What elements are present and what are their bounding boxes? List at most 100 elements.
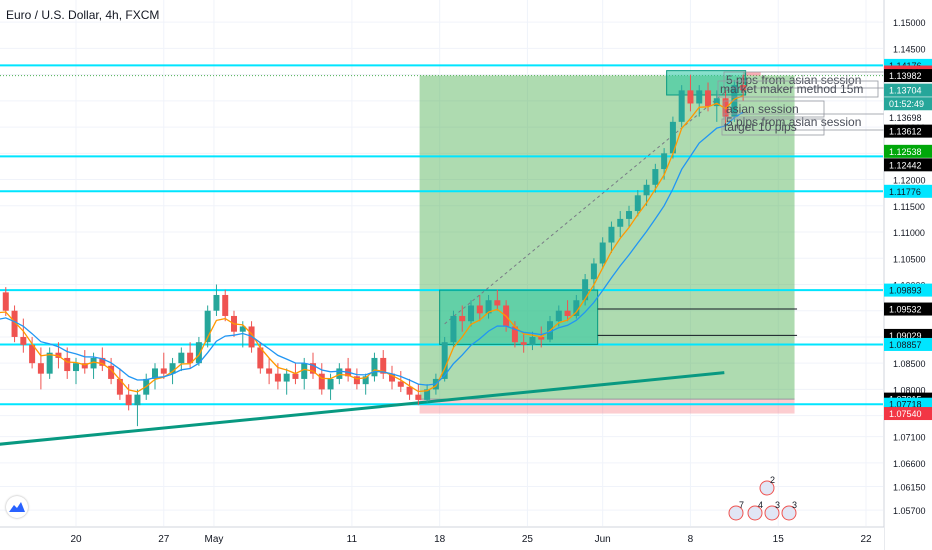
candle-body-84 xyxy=(722,98,729,117)
event-badge-count-3: 3 xyxy=(775,500,780,510)
price-tag-bg-16[interactable] xyxy=(884,407,932,421)
time-axis-bg[interactable] xyxy=(0,527,884,550)
event-badge-icon-0[interactable] xyxy=(759,480,775,496)
candle-body-38 xyxy=(318,373,325,390)
price-tag-label-3: 1.13704 xyxy=(889,86,922,96)
y-tick-label-13: 1.08500 xyxy=(893,359,926,369)
candle-body-27 xyxy=(222,294,229,316)
candle-body-40 xyxy=(336,368,343,379)
x-tick-label-6: Jun xyxy=(595,534,611,545)
horizontal-lines xyxy=(0,64,883,406)
price-tag-label-15: 1.07718 xyxy=(889,400,922,410)
price-tag-bg-2[interactable] xyxy=(884,69,932,83)
price-tag-bg-4[interactable] xyxy=(884,97,932,111)
candle-body-75 xyxy=(643,184,650,196)
candle-body-14 xyxy=(108,365,115,379)
event-badge-count-4: 3 xyxy=(792,500,797,510)
y-tick-label-7: 1.11500 xyxy=(893,202,925,212)
ema-line-1 xyxy=(0,111,744,386)
candle-body-76 xyxy=(652,169,659,185)
event-badge-icon-1[interactable] xyxy=(728,505,744,521)
y-tick-label-19: 1.05700 xyxy=(893,506,926,516)
annotation-text-2: asian session xyxy=(726,102,799,116)
event-badge-icon-2[interactable] xyxy=(747,505,763,521)
x-tick-label-4: 18 xyxy=(434,534,446,545)
candle-body-55 xyxy=(468,305,475,322)
candle-body-34 xyxy=(283,373,290,382)
y-tick-label-14: 1.08000 xyxy=(893,385,926,395)
annotation-box-2 xyxy=(723,100,825,118)
candle-body-39 xyxy=(327,378,334,390)
price-tag-bg-10[interactable] xyxy=(884,283,932,297)
loss-zone[interactable] xyxy=(419,399,795,414)
price-tag-label-9: 1.11776 xyxy=(889,187,921,197)
event-badge-icon-3[interactable] xyxy=(764,505,780,521)
candle-body-52 xyxy=(441,342,448,379)
candle-body-22 xyxy=(178,352,185,364)
annotation-box-1 xyxy=(717,80,879,98)
candle-body-65 xyxy=(555,310,562,322)
candle-body-45 xyxy=(380,357,387,374)
price-tag-bg-13[interactable] xyxy=(884,337,932,351)
candle-body-5 xyxy=(29,344,36,364)
price-tag-bg-11[interactable] xyxy=(884,302,932,316)
segments xyxy=(444,76,798,336)
candles xyxy=(2,74,747,427)
candle-body-82 xyxy=(705,90,712,107)
y-tick-label-1: 1.14500 xyxy=(893,44,926,54)
candle-body-49 xyxy=(415,394,422,400)
event-badge-icon-4[interactable] xyxy=(781,505,797,521)
price-tag-label-13: 1.08857 xyxy=(889,340,922,350)
candle-body-53 xyxy=(450,315,457,343)
y-tick-label-0: 1.15000 xyxy=(893,18,926,28)
candle-body-57 xyxy=(485,300,492,314)
y-tick-label-9: 1.10500 xyxy=(893,254,926,264)
tradingview-logo-icon[interactable] xyxy=(6,496,28,518)
event-badge-count-2: 4 xyxy=(758,500,763,510)
candle-body-29 xyxy=(239,326,246,332)
candle-body-42 xyxy=(353,376,360,385)
candle-body-69 xyxy=(590,263,597,280)
chart-title: Euro / U.S. Dollar, 4h, FXCM xyxy=(6,8,160,22)
price-tags: 1.141761.140501.139821.1370401:52:491.13… xyxy=(884,58,932,421)
candle-body-54 xyxy=(459,315,466,322)
candle-body-71 xyxy=(608,226,615,243)
annotation-text-3: 5 pips from asian session xyxy=(726,115,861,129)
candle-body-77 xyxy=(661,153,668,170)
price-tag-bg-5[interactable] xyxy=(884,110,932,124)
candle-body-10 xyxy=(73,363,79,372)
price-tag-bg-8[interactable] xyxy=(884,158,932,172)
dashed-projection xyxy=(444,76,744,325)
candle-body-3 xyxy=(11,310,18,337)
moving-averages xyxy=(0,95,744,393)
y-tick-label-6: 1.12000 xyxy=(893,176,926,186)
price-tag-label-7: 1.12538 xyxy=(889,147,922,157)
x-tick-label-2: May xyxy=(204,534,223,545)
candle-body-61 xyxy=(520,342,527,345)
y-tick-label-18: 1.06150 xyxy=(893,482,926,492)
candle-body-35 xyxy=(292,373,299,379)
candle-body-26 xyxy=(213,294,220,311)
candle-body-46 xyxy=(389,373,396,382)
price-tag-bg-6[interactable] xyxy=(884,124,932,138)
candle-body-20 xyxy=(160,368,167,374)
candle-body-2 xyxy=(2,292,9,311)
candle-body-15 xyxy=(116,378,123,395)
candle-body-36 xyxy=(301,363,308,379)
candle-body-33 xyxy=(274,373,281,382)
price-tag-bg-3[interactable] xyxy=(884,83,932,97)
trendline[interactable] xyxy=(0,371,725,449)
candle-body-67 xyxy=(573,300,580,316)
price-tag-bg-7[interactable] xyxy=(884,144,932,158)
candle-body-13 xyxy=(99,357,106,366)
candle-body-83 xyxy=(713,98,720,107)
candle-body-50 xyxy=(424,389,431,400)
candle-body-6 xyxy=(37,363,44,374)
x-tick-label-5: 25 xyxy=(522,534,534,545)
price-tag-bg-9[interactable] xyxy=(884,184,932,198)
candle-body-32 xyxy=(266,368,273,374)
candle-body-74 xyxy=(634,195,641,212)
candle-body-4 xyxy=(20,336,27,345)
